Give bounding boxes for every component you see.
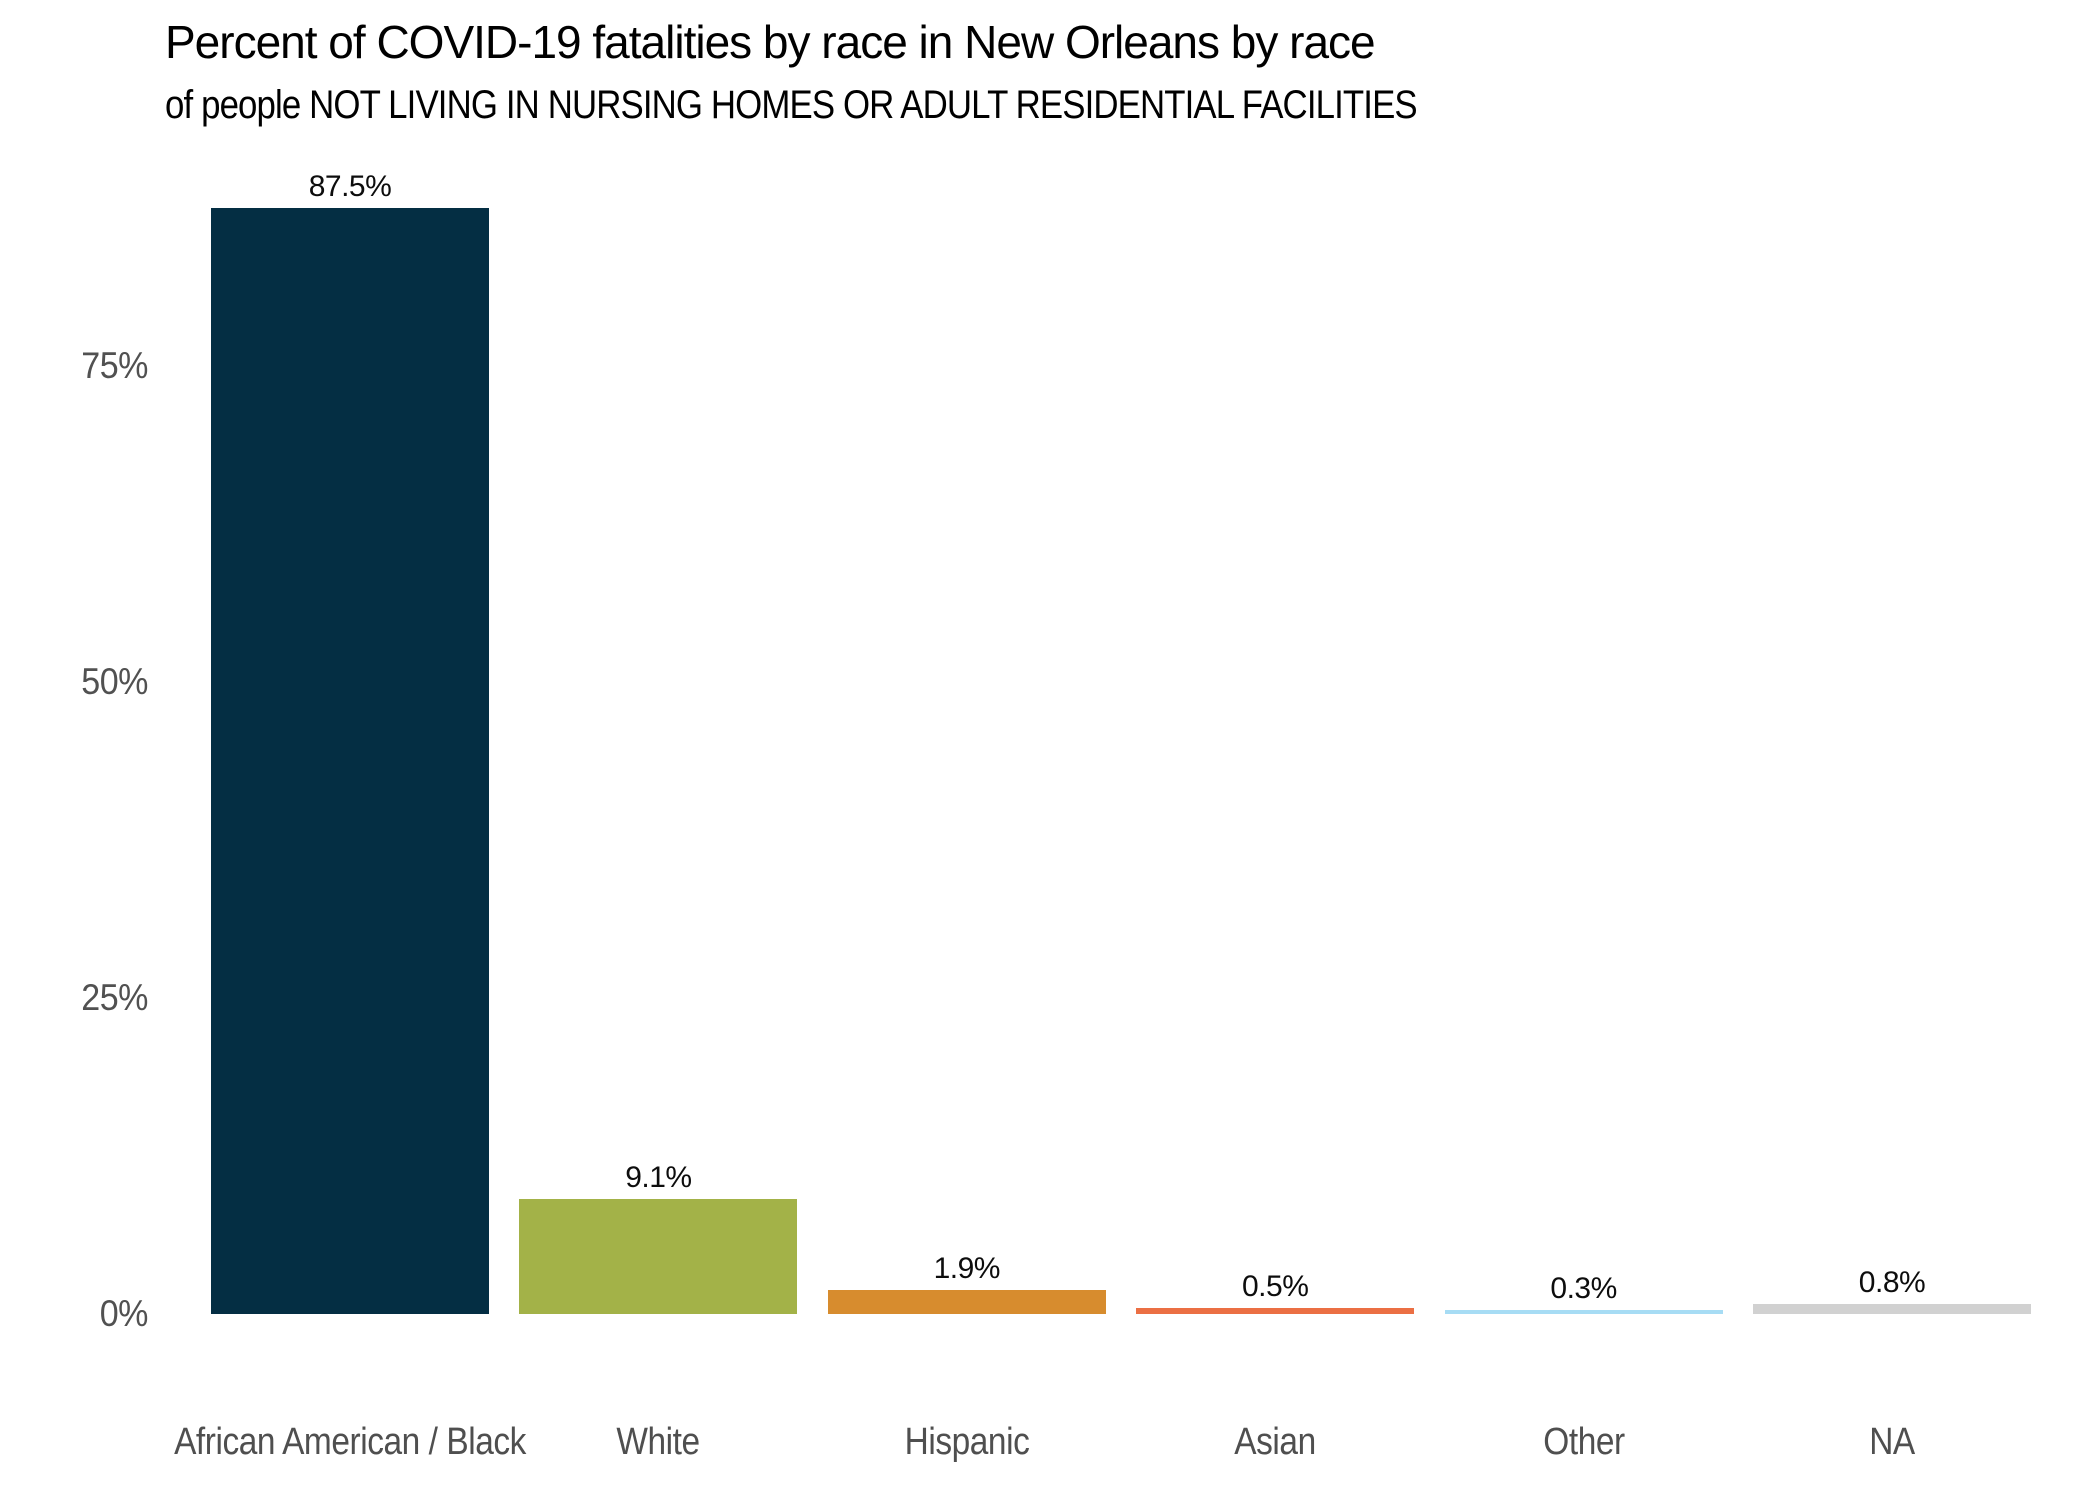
category-label-other: Other <box>1542 1421 1625 1463</box>
chart-title: Percent of COVID-19 fatalities by race i… <box>165 16 1376 68</box>
bar-asian <box>1136 1308 1415 1314</box>
y-axis-tick-25: 25% <box>81 977 148 1018</box>
category-label-asian: Asian <box>1234 1421 1316 1463</box>
bar-white <box>519 1199 798 1314</box>
value-label-other: 0.3% <box>1550 1272 1617 1305</box>
y-axis-tick-50: 50% <box>81 661 148 702</box>
bar-other <box>1444 1310 1723 1314</box>
y-axis-tick-75: 75% <box>81 345 148 386</box>
value-label-african-american-black: 87.5% <box>308 170 392 203</box>
chart-subtitle: of people NOT LIVING IN NURSING HOMES OR… <box>165 83 1418 127</box>
category-label-white: White <box>616 1421 701 1463</box>
value-label-asian: 0.5% <box>1241 1270 1309 1303</box>
category-label-african-american-black: African American / Black <box>174 1421 526 1463</box>
bar-na <box>1753 1304 2031 1314</box>
title-block: Percent of COVID-19 fatalities by race i… <box>165 14 1604 130</box>
y-axis-tick-0: 0% <box>99 1293 149 1334</box>
bar-hispanic <box>827 1290 1106 1314</box>
value-label-white: 9.1% <box>625 1161 692 1194</box>
value-label-hispanic: 1.9% <box>933 1252 1001 1285</box>
bar-african-american-black <box>211 208 489 1314</box>
category-label-hispanic: Hispanic <box>904 1421 1030 1463</box>
value-label-na: 0.8% <box>1858 1266 1926 1299</box>
category-label-na: NA <box>1869 1421 1915 1463</box>
